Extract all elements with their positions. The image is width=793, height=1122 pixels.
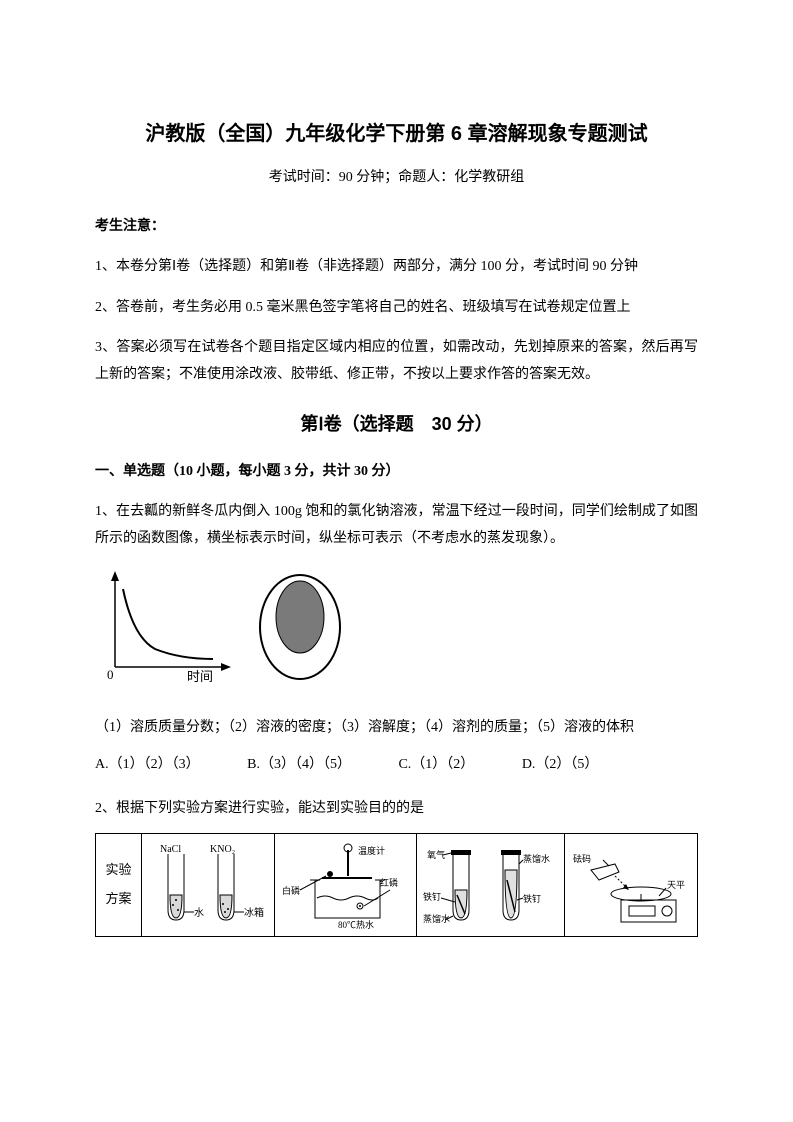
x-axis-label: 时间 <box>187 669 213 684</box>
svg-text:白磷: 白磷 <box>282 885 300 896</box>
cell2-svg: 80℃热水 温度计 白磷 红磷 <box>280 840 410 930</box>
svg-text:铁钉: 铁钉 <box>523 893 541 904</box>
cell-3: 氧气 铁钉 蒸馏水 蒸馏水 铁钉 <box>417 833 565 936</box>
cell-1: NaCl 水 KNO₂ 冰箱 <box>142 833 275 936</box>
svg-text:NaCl: NaCl <box>160 844 181 855</box>
experiment-table: 实验方案 NaCl 水 KNO₂ 冰箱 <box>95 833 698 937</box>
svg-text:蒸馏水: 蒸馏水 <box>423 913 450 924</box>
q1-graph-svg: 0 时间 <box>95 567 355 687</box>
part-head: 一、单选题（10 小题，每小题 3 分，共计 30 分） <box>95 459 698 486</box>
notice-1: 1、本卷分第Ⅰ卷（选择题）和第Ⅱ卷（非选择题）两部分，满分 100 分，考试时间… <box>95 254 698 281</box>
exam-subtitle: 考试时间：90 分钟；命题人：化学教研组 <box>95 165 698 192</box>
origin-label: 0 <box>107 667 114 682</box>
table-row-head: 实验方案 <box>96 833 142 936</box>
cell-4: 砝码 天平 <box>565 833 698 936</box>
svg-text:冰箱: 冰箱 <box>244 906 264 919</box>
svg-text:温度计: 温度计 <box>358 845 385 856</box>
q1-option-c: C.（1）（2） <box>398 752 474 779</box>
svg-text:80℃热水: 80℃热水 <box>338 919 374 930</box>
q1-figure: 0 时间 <box>95 567 698 698</box>
notice-heading: 考生注意： <box>95 214 698 241</box>
svg-text:氧气: 氧气 <box>427 849 445 860</box>
q1-option-d: D.（2）（5） <box>522 752 599 779</box>
q1-option-a: A.（1）（2）（3） <box>95 752 200 779</box>
cell3-svg: 氧气 铁钉 蒸馏水 蒸馏水 铁钉 <box>423 840 558 930</box>
exam-title: 沪教版（全国）九年级化学下册第 6 章溶解现象专题测试 <box>95 115 698 153</box>
cell1-svg: NaCl 水 KNO₂ 冰箱 <box>148 840 268 930</box>
q1-choices: （1）溶质质量分数；（2）溶液的密度；（3）溶解度；（4）溶剂的质量；（5）溶液… <box>95 715 698 742</box>
cell4-svg: 砝码 天平 <box>571 840 691 930</box>
svg-text:蒸馏水: 蒸馏水 <box>523 853 550 864</box>
notice-3: 3、答案必须写在试卷各个题目指定区域内相应的位置，如需改动，先划掉原来的答案，然… <box>95 335 698 388</box>
q1-option-b: B.（3）（4）（5） <box>247 752 351 779</box>
section-1-head: 第Ⅰ卷（选择题 30 分） <box>95 407 698 441</box>
svg-text:KNO₂: KNO₂ <box>210 844 235 855</box>
svg-text:红磷: 红磷 <box>380 877 398 888</box>
svg-text:砝码: 砝码 <box>573 853 591 864</box>
question-2: 2、根据下列实验方案进行实验，能达到实验目的的是 <box>95 796 698 823</box>
question-1: 1、在去瓤的新鲜冬瓜内倒入 100g 饱和的氯化钠溶液，常温下经过一段时间，同学… <box>95 499 698 552</box>
q1-options: A.（1）（2）（3） B.（3）（4）（5） C.（1）（2） D.（2）（5… <box>95 752 698 779</box>
svg-text:水: 水 <box>194 907 204 919</box>
svg-text:天平: 天平 <box>667 880 685 890</box>
cell-2: 80℃热水 温度计 白磷 红磷 <box>274 833 417 936</box>
notice-2: 2、答卷前，考生务必用 0.5 毫米黑色签字笔将自己的姓名、班级填写在试卷规定位… <box>95 295 698 322</box>
svg-text:铁钉: 铁钉 <box>423 891 441 902</box>
